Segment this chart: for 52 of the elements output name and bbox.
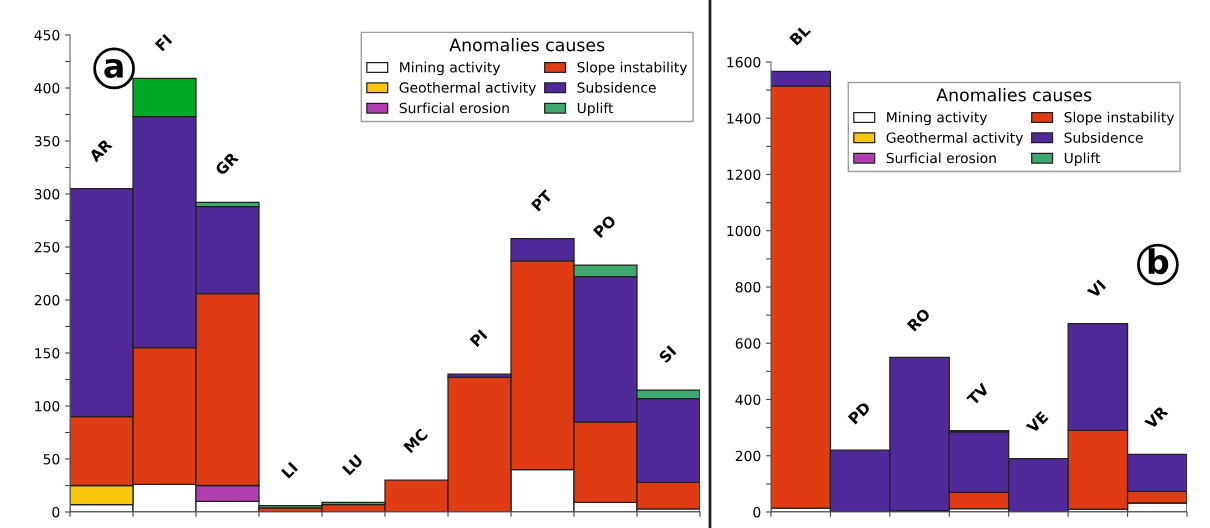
y-tick-label: 100 — [35, 400, 60, 412]
legend-label: Geothermal activity — [399, 82, 536, 96]
y-tick-label: 250 — [34, 241, 60, 253]
y-tick-label: 0 — [753, 506, 761, 518]
y-tick-label: 400 — [735, 394, 761, 405]
y-tick-label: 450 — [34, 29, 60, 41]
y-tick-label: 0 — [52, 506, 60, 518]
legend-label: Slope instability — [1064, 111, 1175, 126]
x-tick-label: PT — [530, 189, 554, 212]
legend-label: Surficial erosion — [399, 102, 509, 114]
legend-label: Mining activity — [400, 61, 501, 76]
y-tick-label: 300 — [34, 188, 60, 200]
x-tick-label: TV — [966, 382, 990, 406]
x-tick-label: VE — [1025, 410, 1049, 434]
legend-label: Subsidence — [577, 82, 656, 93]
legend-label: Geothermal activity — [886, 132, 1023, 146]
legend-label: Slope instability — [577, 61, 688, 76]
annotation: b — [1148, 248, 1169, 275]
legend-title: Anomalies causes — [936, 88, 1092, 102]
y-tick-label: 1200 — [727, 169, 761, 180]
y-tick-label: 350 — [34, 135, 60, 147]
x-tick-label: GR — [214, 151, 240, 176]
x-tick-label: BL — [789, 23, 811, 46]
x-tick-label: VR — [1144, 405, 1169, 430]
y-tick-label: 200 — [735, 450, 761, 462]
y-tick-label: 400 — [34, 82, 60, 94]
legend-label: Mining activity — [887, 111, 988, 126]
x-tick-label: FI — [154, 34, 173, 52]
x-tick-label: LI — [281, 461, 298, 479]
x-tick-label: MC — [403, 428, 429, 454]
y-tick-label: 600 — [735, 338, 761, 349]
annotation: a — [104, 58, 123, 79]
x-tick-label: LU — [341, 454, 364, 476]
x-tick-label: SI — [658, 345, 677, 364]
y-tick-label: 800 — [735, 281, 761, 293]
x-tick-label: PO — [592, 214, 617, 239]
y-tick-label: 1000 — [727, 225, 761, 237]
x-tick-label: PI — [469, 329, 488, 348]
x-tick-label: RO — [906, 307, 931, 332]
legend-title: Anomalies causes — [449, 37, 605, 52]
x-tick-label: PD — [847, 401, 871, 425]
y-tick-label: 1400 — [727, 113, 761, 124]
y-tick-label: 150 — [35, 347, 60, 359]
y-tick-label: 1600 — [727, 56, 761, 68]
legend-label: Subsidence — [1064, 132, 1143, 143]
legend-label: Uplift — [1064, 152, 1101, 166]
legend-label: Uplift — [577, 102, 614, 116]
x-tick-label: VI — [1086, 279, 1107, 299]
y-tick-label: 50 — [43, 453, 60, 465]
y-tick-label: 200 — [34, 294, 60, 306]
legend-label: Surficial erosion — [886, 152, 996, 164]
x-tick-label: AR — [88, 138, 113, 163]
